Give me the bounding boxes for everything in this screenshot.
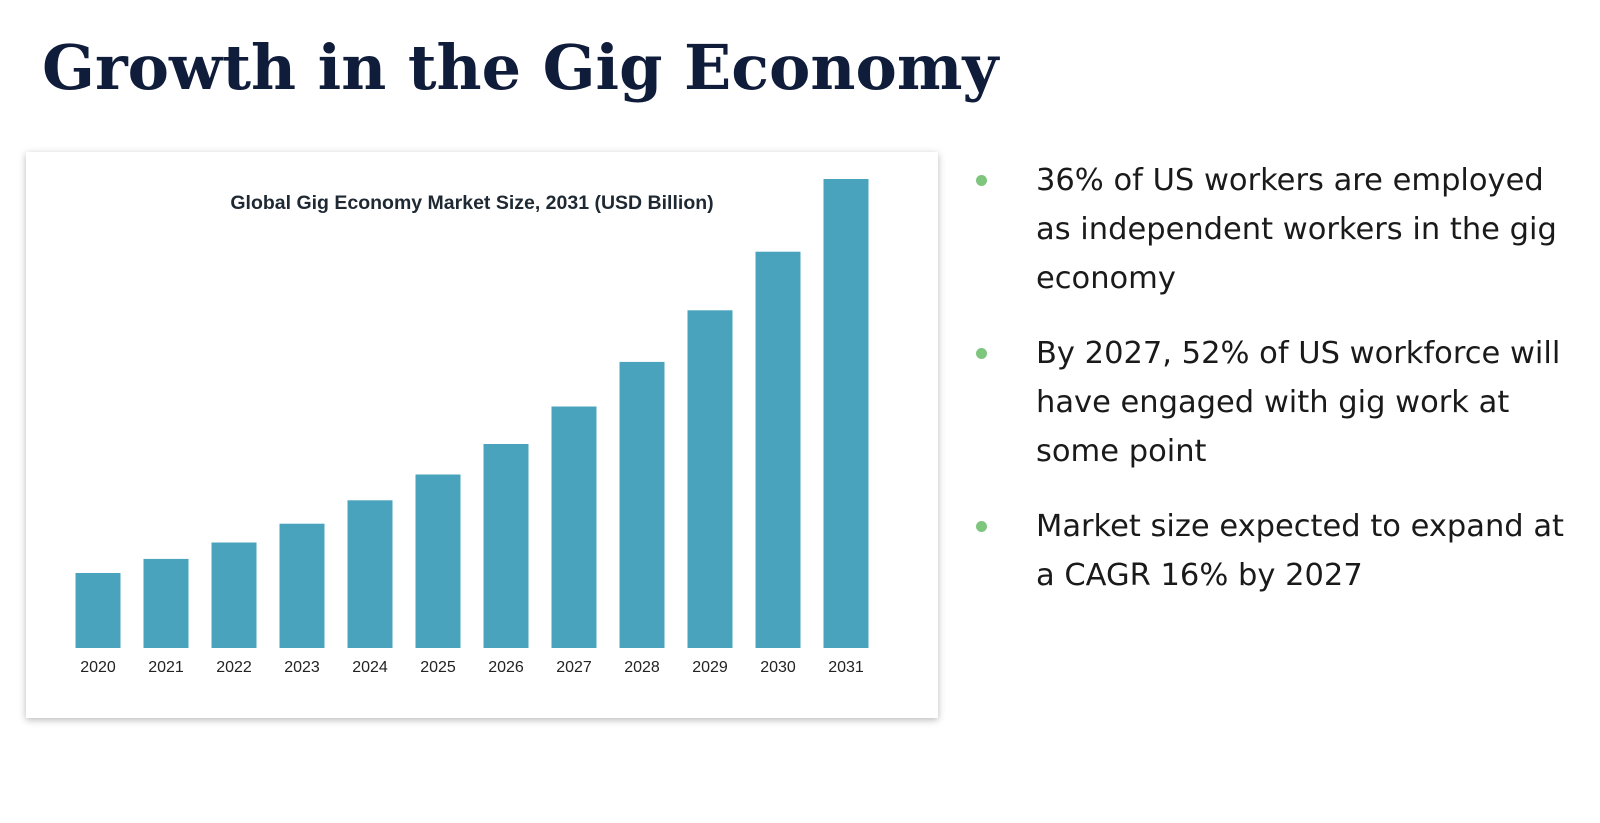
slide-title: Growth in the Gig Economy (42, 31, 999, 104)
x-tick-label-2020: 2020 (80, 659, 116, 676)
bullet-item: 36% of US workers are employed as indepe… (972, 156, 1582, 303)
bullet-item: Market size expected to expand at a CAGR… (972, 502, 1582, 600)
bullet-text: 36% of US workers are employed as indepe… (1036, 163, 1557, 296)
x-tick-label-2028: 2028 (624, 659, 660, 676)
bar-2022 (211, 542, 257, 648)
x-tick-label-2026: 2026 (488, 659, 524, 676)
bar-2031 (823, 179, 869, 648)
bar-2026 (483, 444, 529, 648)
bullet-text: By 2027, 52% of US workforce will have e… (1036, 336, 1561, 469)
bar-2027 (551, 406, 597, 648)
bullet-dot-icon (976, 348, 987, 359)
x-tick-label-2029: 2029 (692, 659, 728, 676)
bullet-dot-icon (976, 521, 987, 532)
x-tick-label-2031: 2031 (828, 659, 864, 676)
x-tick-label-2021: 2021 (148, 659, 184, 676)
chart-card: Global Gig Economy Market Size, 2031 (US… (26, 152, 938, 718)
bar-2021 (143, 558, 189, 648)
bar-chart: Global Gig Economy Market Size, 2031 (US… (75, 179, 869, 676)
x-tick-label-2027: 2027 (556, 659, 592, 676)
x-tick-label-2022: 2022 (216, 659, 252, 676)
x-tick-label-2030: 2030 (760, 659, 796, 676)
bar-2023 (279, 523, 325, 648)
x-tick-label-2025: 2025 (420, 659, 456, 676)
bar-2025 (415, 474, 461, 648)
bar-2020 (75, 573, 121, 648)
bar-2028 (619, 361, 665, 648)
bullet-dot-icon (976, 175, 987, 186)
bullet-list: 36% of US workers are employed as indepe… (972, 156, 1582, 626)
bullet-item: By 2027, 52% of US workforce will have e… (972, 329, 1582, 476)
chart-title: Global Gig Economy Market Size, 2031 (US… (230, 192, 713, 214)
bullet-text: Market size expected to expand at a CAGR… (1036, 509, 1565, 593)
x-tick-label-2023: 2023 (284, 659, 320, 676)
bar-2030 (755, 251, 801, 648)
bar-2029 (687, 310, 733, 648)
x-tick-label-2024: 2024 (352, 659, 388, 676)
bar-2024 (347, 500, 393, 648)
